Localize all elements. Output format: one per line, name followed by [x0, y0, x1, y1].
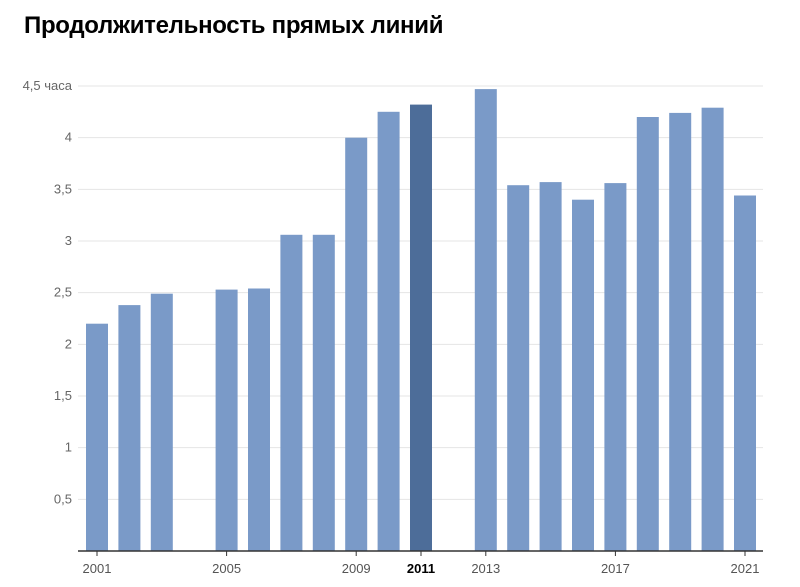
bar-2013 — [474, 89, 497, 551]
bar-2020 — [701, 107, 724, 551]
bar-2016 — [572, 199, 594, 551]
x-tick-label: 2017 — [601, 561, 630, 576]
bar-2002 — [118, 305, 141, 551]
x-tick-label: 2005 — [212, 561, 241, 576]
y-tick-label: 0,5 — [54, 491, 72, 506]
bar-2017 — [604, 183, 627, 551]
bar-2003 — [150, 293, 173, 551]
bar-2018 — [636, 117, 659, 551]
x-tick-label: 2001 — [83, 561, 112, 576]
bar-2010 — [377, 111, 400, 552]
bar-2011 — [410, 104, 432, 551]
bar-2015 — [539, 182, 562, 551]
y-tick-label: 2,5 — [54, 285, 72, 300]
y-unit-label: 4,5 часа — [23, 78, 73, 93]
x-tick-label: 2011 — [407, 561, 435, 576]
x-tick-label: 2013 — [471, 561, 500, 576]
bar-2005 — [215, 289, 238, 551]
bar-2008 — [312, 234, 335, 552]
x-tick-label: 2009 — [342, 561, 371, 576]
y-tick-label: 1 — [65, 440, 72, 455]
y-tick-label: 3,5 — [54, 181, 72, 196]
bar-2007 — [280, 234, 303, 552]
x-axis-ticks: 2001 2005 2009 2011 2013 2017 2021 — [83, 551, 760, 576]
bar-2006 — [248, 288, 270, 551]
bar-2014 — [507, 185, 530, 551]
bar-2001 — [86, 323, 108, 551]
bar-2021 — [734, 195, 756, 551]
y-tick-label: 1,5 — [54, 388, 72, 403]
y-axis-ticks: 4,5 часа 0,5 1 1,5 2 2,5 3 3,5 4 — [23, 78, 73, 506]
y-tick-label: 3 — [65, 233, 72, 248]
x-tick-label: 2021 — [731, 561, 760, 576]
bar-2019 — [669, 112, 692, 552]
bar-2009 — [345, 137, 368, 551]
y-tick-label: 2 — [65, 336, 72, 351]
bars — [86, 89, 756, 552]
y-tick-label: 4 — [65, 130, 72, 145]
chart-title: Продолжительность прямых линий — [24, 12, 444, 39]
